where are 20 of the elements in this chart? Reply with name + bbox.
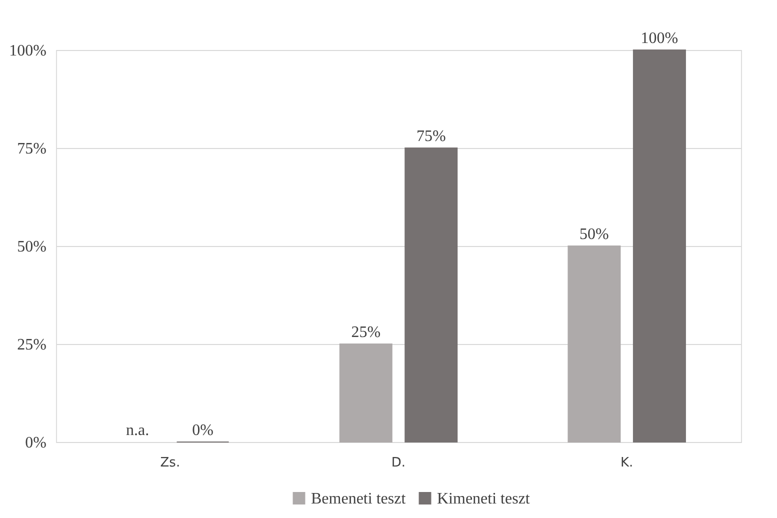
legend-label: Kimeneti teszt	[437, 490, 530, 508]
text: n.a.	[126, 422, 150, 439]
y-tick-label: 0%	[25, 434, 46, 452]
x-tick-label: D.	[391, 456, 406, 470]
y-tick-label: 100%	[9, 42, 46, 60]
data-label: 0%	[192, 422, 214, 439]
data-label: 100%	[640, 30, 678, 47]
legend-label: Bemeneti teszt	[311, 490, 406, 508]
y-tick-label: 50%	[17, 238, 46, 256]
x-tick-label: K.	[620, 456, 634, 470]
data-label: 75%	[416, 128, 446, 145]
bar	[339, 344, 392, 442]
y-tick-label: 75%	[17, 140, 46, 158]
data-label: 25%	[351, 324, 381, 341]
y-tick-label: 25%	[17, 336, 46, 354]
x-tick-label: Zs.	[160, 456, 180, 470]
bar	[404, 148, 458, 442]
bar	[632, 50, 686, 442]
bar	[568, 246, 621, 442]
data-label: 50%	[580, 226, 609, 243]
